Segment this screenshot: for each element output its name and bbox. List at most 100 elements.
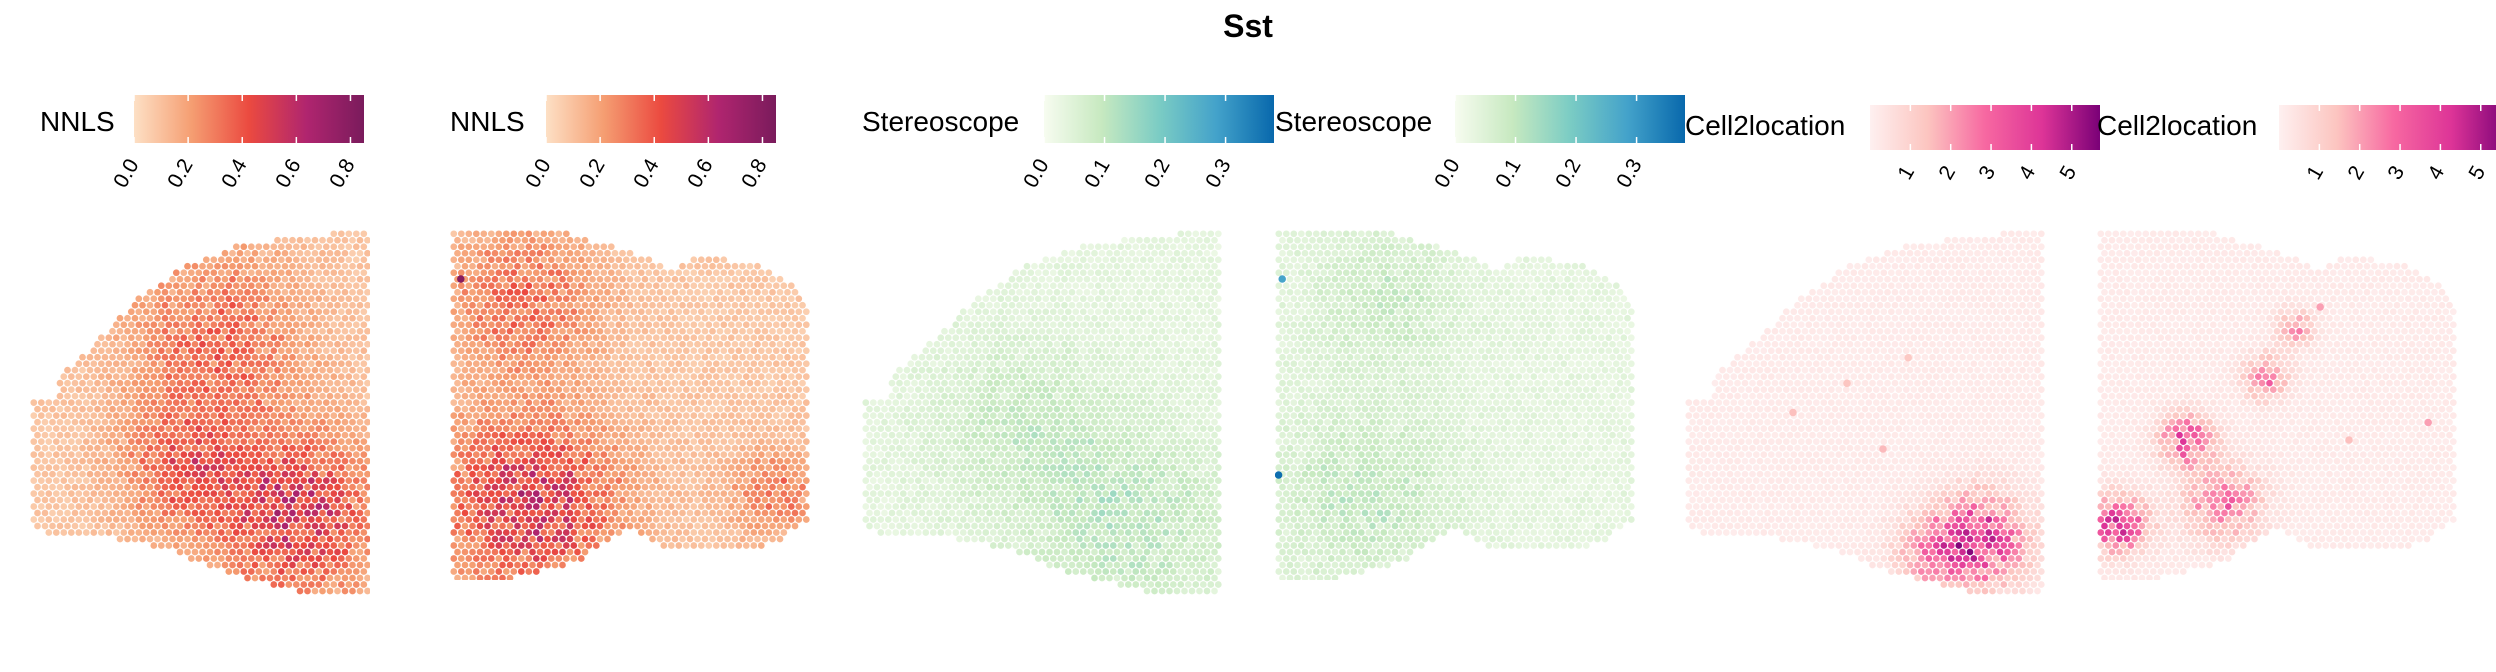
tissue-spot [469,522,476,530]
tissue-spot [322,334,330,342]
tissue-spot [611,509,619,517]
tissue-spot [1181,236,1188,244]
tissue-spot [476,431,484,439]
tissue-spot [476,314,484,322]
tissue-spot [79,470,86,478]
tissue-spot [281,470,289,478]
tissue-spot [551,444,559,452]
tissue-spot [487,477,495,484]
tissue-spot [285,425,293,432]
tissue-spot [495,464,503,471]
tissue-spot [206,418,214,426]
tissue-spot [529,405,536,413]
tissue-spot [266,509,274,517]
tissue-spot [592,451,600,458]
tissue-spot [307,503,315,510]
tissue-spot [739,262,746,270]
tissue-spot [236,496,244,504]
tissue-spot [716,509,724,517]
tissue-spot [784,457,791,465]
tissue-spot [116,366,124,374]
tissue-spot [229,327,236,335]
tissue-spot [356,496,364,504]
tissue-spot [532,360,540,368]
tissue-spot [1079,269,1087,277]
tissue-spot [296,509,304,517]
tissue-spot [120,373,128,380]
tissue-spot [712,347,720,355]
tissue-spot [1184,347,1192,355]
tissue-spot [450,373,458,380]
tissue-spot [769,288,776,296]
tissue-spot [172,360,180,368]
tissue-spot [510,347,518,355]
tissue-spot [1046,340,1053,348]
tissue-spot [349,561,356,569]
tissue-spot [1046,262,1053,270]
tissue-spot [484,262,491,270]
tissue-spot [566,405,574,413]
tissue-spot [105,503,113,510]
tissue-spot [1177,230,1185,238]
tissue-spot [315,308,323,316]
tissue-spot [570,464,578,471]
tissue-spot [1166,327,1173,335]
tissue-spot [1001,379,1008,387]
tissue-spot [1061,249,1068,257]
tissue-spot [724,535,731,543]
tissue-spot [615,438,623,445]
tissue-spot [176,392,184,400]
tissue-spot [1049,321,1057,329]
tissue-spot [521,379,529,387]
tissue-spot [255,568,263,575]
tissue-spot [1203,366,1211,374]
tissue-spot [716,470,724,478]
tissue-spot [1106,275,1113,283]
tissue-spot [574,496,581,504]
tissue-spot [210,438,218,445]
tissue-spot [540,308,548,316]
tissue-spot [634,444,641,452]
tissue-spot [701,444,709,452]
tissue-spot [607,477,615,484]
tissue-spot [487,412,495,419]
tissue-spot [682,269,690,277]
tissue-spot [352,425,360,432]
tissue-spot [645,295,653,303]
tissue-spot [296,353,304,361]
tissue-spot [739,496,746,504]
tissue-spot [1091,249,1098,257]
tissue-spot [1139,295,1147,303]
tissue-spot [645,347,653,355]
tissue-spot [461,353,469,361]
tissue-spot [319,353,326,361]
tissue-spot [735,282,743,290]
tissue-spot [570,282,578,290]
tissue-spot [214,470,221,478]
tissue-spot [146,483,154,491]
tissue-spot [547,334,555,342]
tissue-spot [784,444,791,452]
tissue-spot [281,314,289,322]
tissue-spot [277,451,285,458]
tissue-spot [202,464,210,471]
tissue-spot [709,301,716,309]
tissue-spot [772,425,780,432]
tissue-spot [780,347,788,355]
tissue-spot [701,288,709,296]
tissue-spot [600,282,608,290]
tissue-spot [109,353,116,361]
tissue-spot [622,256,630,264]
tissue-spot [660,295,668,303]
tissue-spot [49,470,56,478]
tissue-spot [495,230,503,238]
tissue-spot [521,405,529,413]
tissue-spot [169,444,176,452]
tissue-spot [255,425,263,432]
tissue-spot [739,457,746,465]
tissue-spot [289,457,296,465]
tissue-spot [274,418,281,426]
tissue-spot [1072,256,1080,264]
tissue-spot [172,308,180,316]
tissue-spot [480,568,488,575]
